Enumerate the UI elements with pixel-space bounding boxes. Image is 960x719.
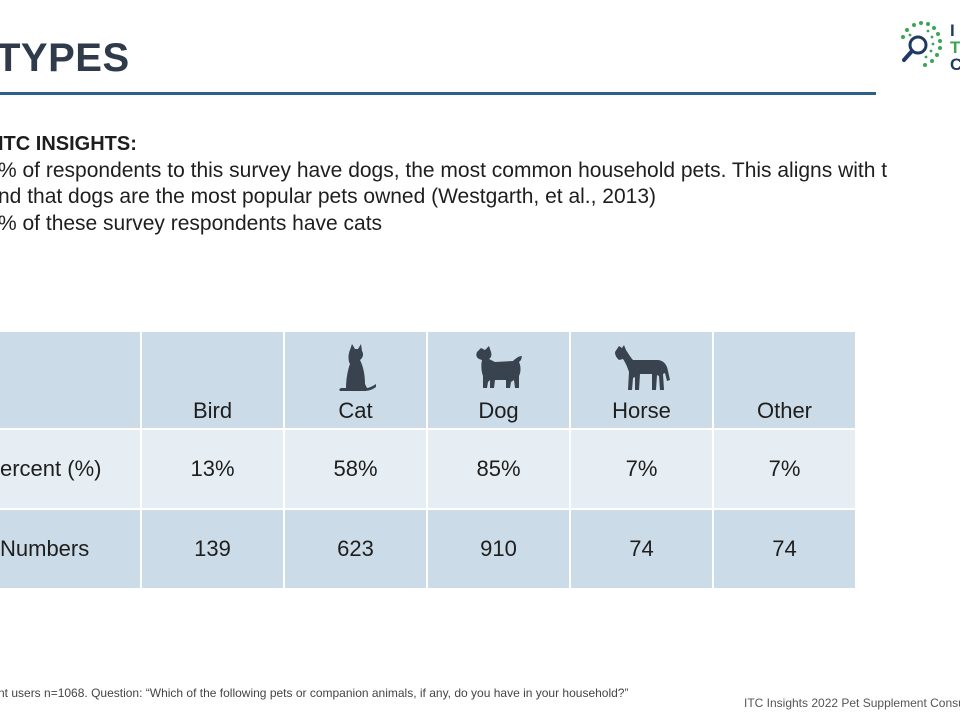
table-cell: 74 bbox=[569, 508, 714, 590]
table-cell: 74 bbox=[712, 508, 857, 590]
column-label: Dog bbox=[478, 398, 519, 423]
header-cell-bird: Bird bbox=[140, 330, 285, 430]
table-row: ercent (%) 13% 58% 85% 7% 7% bbox=[0, 428, 857, 510]
header-cell-horse: Horse bbox=[569, 330, 714, 430]
row-label: ercent (%) bbox=[0, 428, 142, 510]
logo-wordmark: I T C bbox=[950, 22, 960, 73]
logo-letter: T bbox=[950, 38, 960, 57]
cat-icon bbox=[338, 344, 376, 391]
slide-title: TYPES bbox=[0, 36, 130, 80]
header-corner-cell bbox=[0, 330, 142, 430]
table-cell: 13% bbox=[140, 428, 285, 510]
footnote: nt users n=1068. Question: “Which of the… bbox=[0, 686, 629, 700]
column-label: Other bbox=[756, 398, 813, 423]
table-cell: 7% bbox=[569, 428, 714, 510]
dog-icon bbox=[475, 346, 522, 388]
horse-icon bbox=[614, 345, 670, 390]
title-divider bbox=[0, 92, 876, 95]
insights-heading: ITC INSIGHTS: bbox=[0, 133, 137, 155]
insight-line: % of these survey respondents have cats bbox=[0, 211, 383, 235]
itc-logo-icon bbox=[901, 21, 942, 67]
header-cell-other: Other bbox=[712, 330, 857, 430]
footer-source: ITC Insights 2022 Pet Supplement Consu bbox=[744, 696, 960, 710]
row-label: Numbers bbox=[0, 508, 142, 590]
table-cell: 910 bbox=[426, 508, 571, 590]
table-cell: 7% bbox=[712, 428, 857, 510]
table-cell: 85% bbox=[426, 428, 571, 510]
logo-letter: I bbox=[950, 21, 955, 40]
table-header-row: Bird Cat Dog Horse bbox=[0, 330, 857, 430]
column-label: Cat bbox=[338, 398, 373, 423]
column-label: Bird bbox=[192, 398, 233, 423]
header-cell-dog: Dog bbox=[426, 330, 571, 430]
insights-block: ITC INSIGHTS: % of respondents to this s… bbox=[0, 131, 960, 237]
insight-line: nd that dogs are the most popular pets o… bbox=[0, 185, 657, 208]
table-cell: 623 bbox=[283, 508, 428, 590]
logo-letter: C bbox=[950, 55, 960, 74]
table-row: Numbers 139 623 910 74 74 bbox=[0, 508, 857, 590]
table-cell: 58% bbox=[283, 428, 428, 510]
insight-line: % of respondents to this survey have dog… bbox=[0, 158, 888, 182]
pet-types-table: Bird Cat Dog Horse bbox=[0, 330, 857, 590]
table-cell: 139 bbox=[140, 508, 285, 590]
header-cell-cat: Cat bbox=[283, 330, 428, 430]
column-label: Horse bbox=[612, 398, 671, 423]
